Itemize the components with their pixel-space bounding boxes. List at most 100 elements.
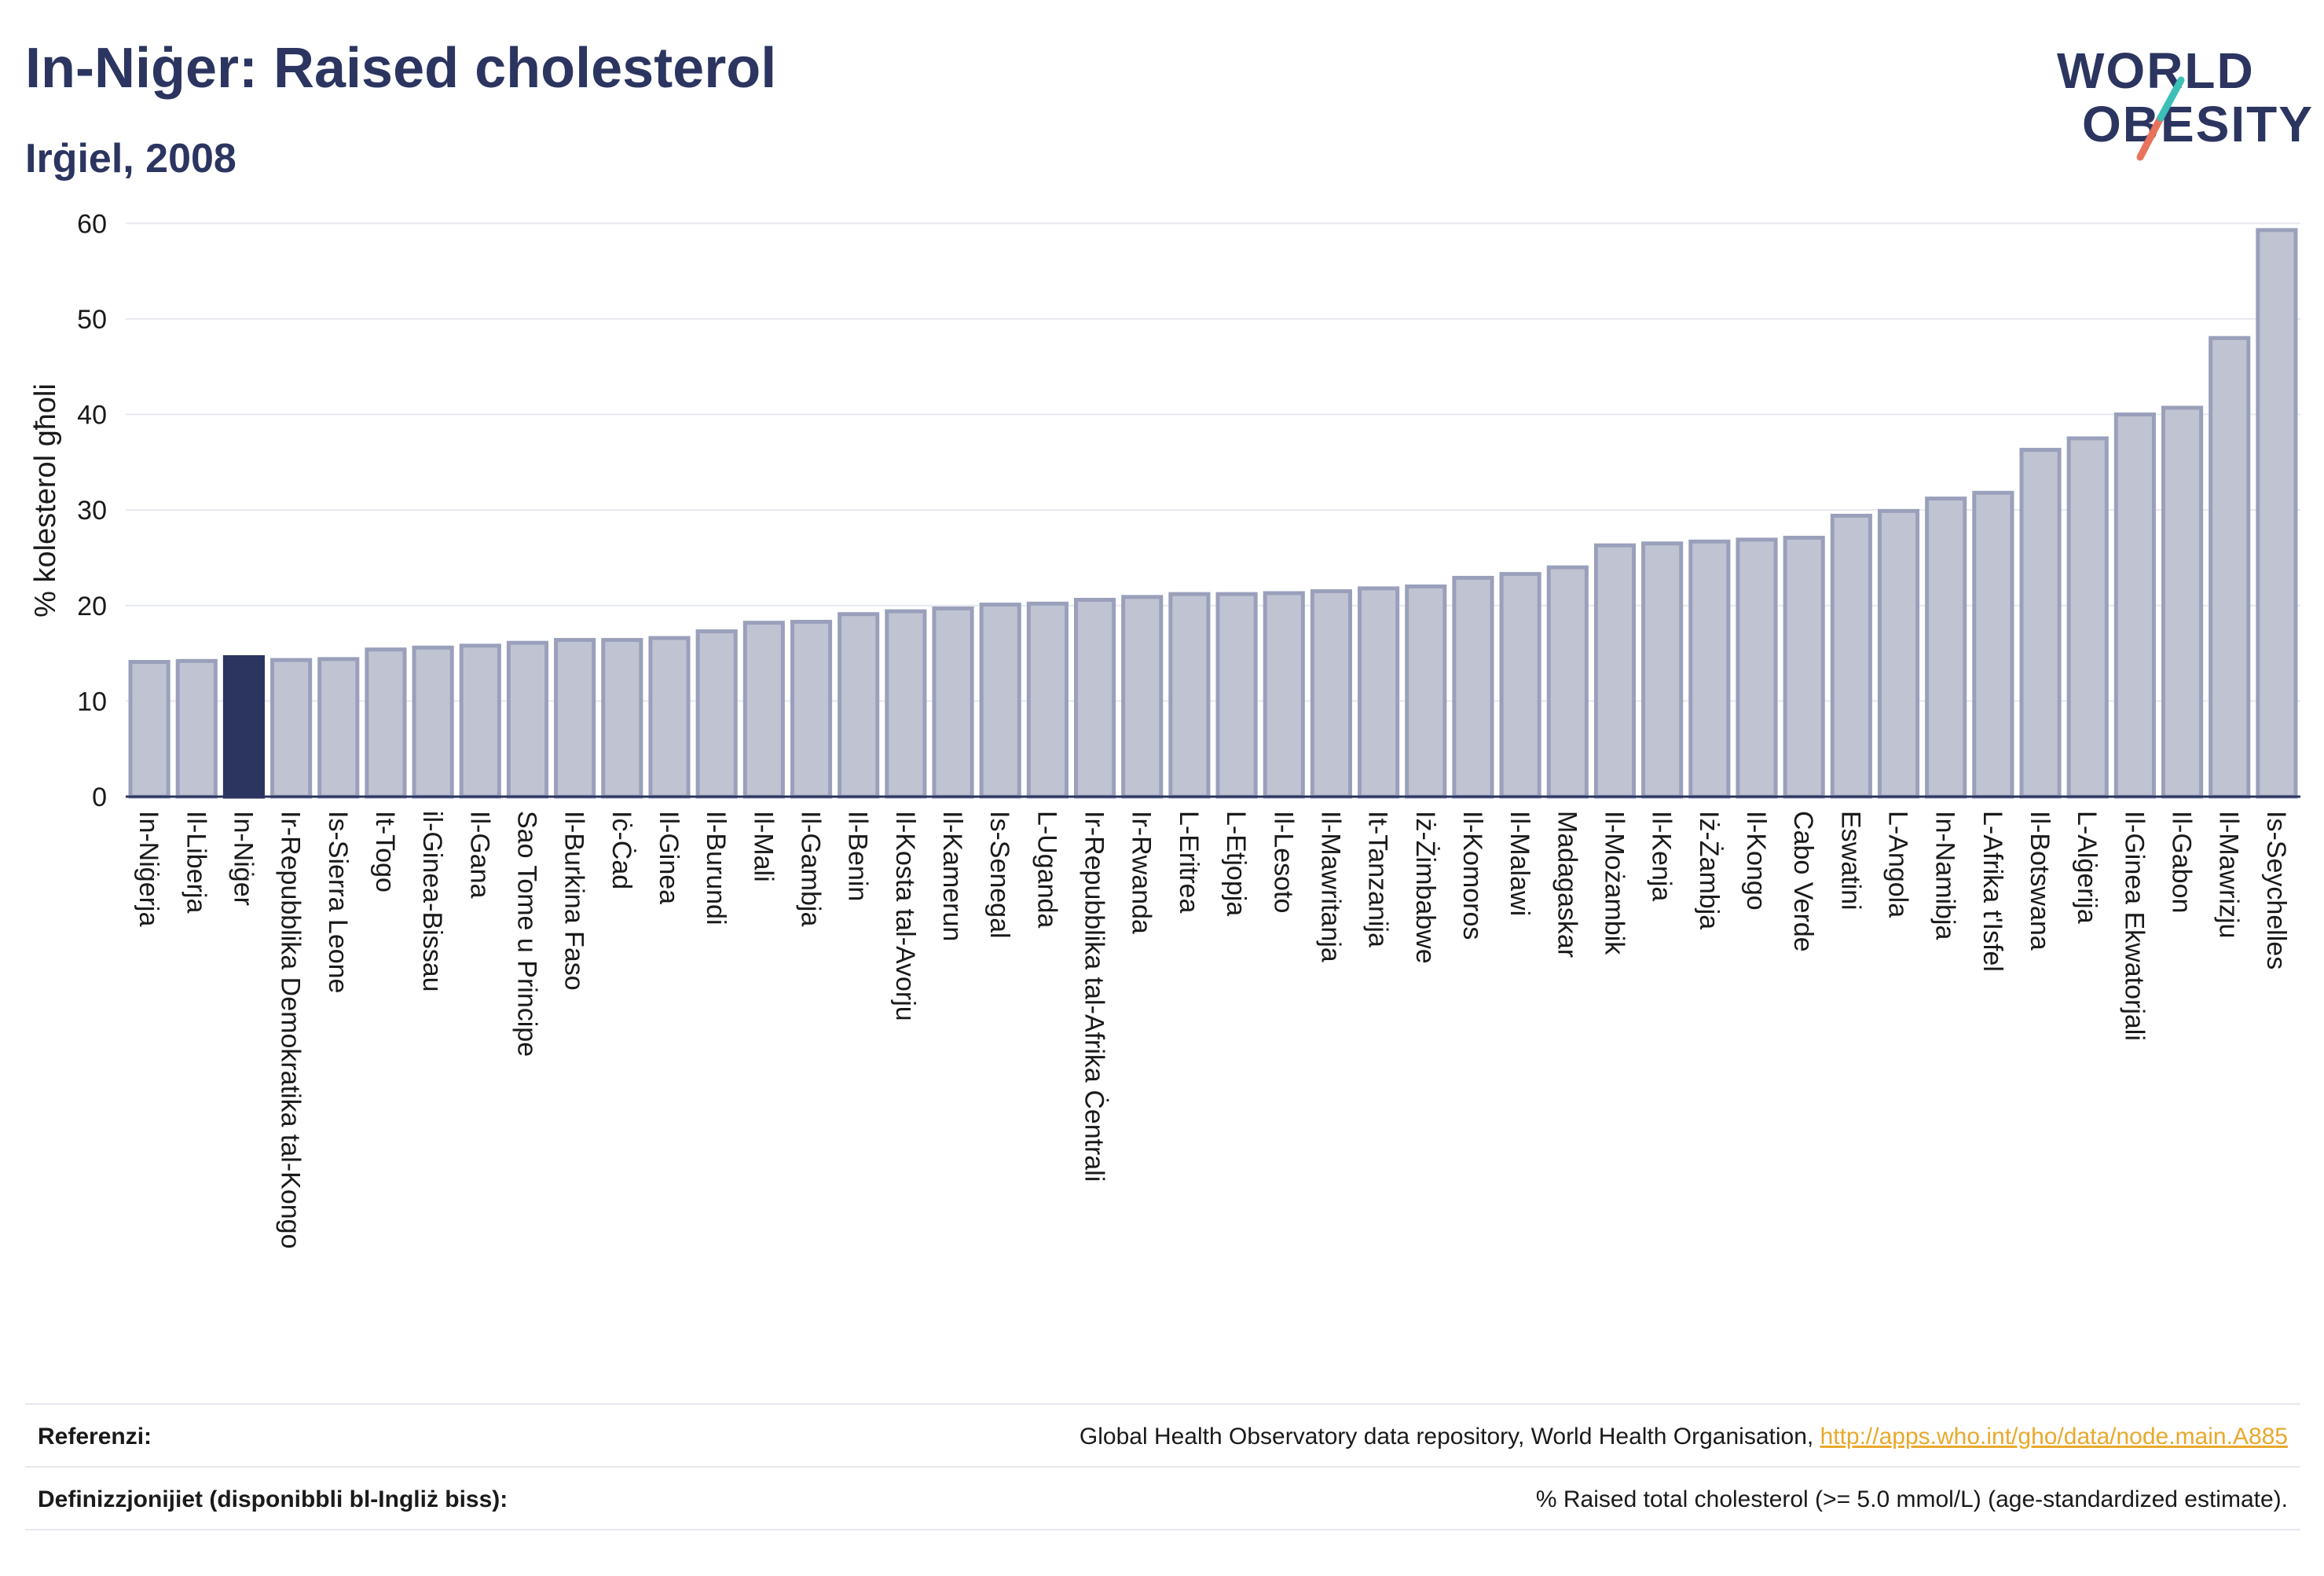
- definitions-label: Definizzjonijiet (disponibbli bl-Ingliż …: [38, 1486, 508, 1512]
- bar: [1641, 541, 1684, 799]
- bar: [2256, 228, 2298, 799]
- x-tick-label: Il-Ginea: [654, 811, 684, 904]
- bar: [648, 636, 691, 799]
- x-tick-label: Il-Burundi: [701, 811, 731, 925]
- bar: [1783, 535, 1825, 799]
- bar: [790, 619, 833, 799]
- x-tick-label: Il-Gambja: [796, 811, 826, 926]
- x-tick-label: Ir-Repubblika tal-Afrika Ċentrali: [1080, 811, 1109, 1182]
- bar: [1925, 497, 1967, 799]
- bar: [742, 621, 785, 799]
- bar: [1499, 572, 1541, 799]
- x-tick-label: Ir-Repubblika Demokratika tal-Kongo: [276, 811, 306, 1248]
- x-tick-label: Il-Mawrizju: [2214, 811, 2244, 938]
- bar: [1877, 508, 1920, 799]
- x-tick-label: Il-Mawritanja: [1315, 811, 1345, 962]
- x-tick-label: Iż-Żambja: [1694, 811, 1724, 929]
- x-tick-label: Il-Kosta tal-Avorju: [890, 811, 920, 1021]
- bar: [128, 660, 170, 799]
- bar: [459, 643, 501, 799]
- x-tick-label: Sao Tome u Principe: [511, 811, 541, 1057]
- bar: [932, 606, 974, 799]
- bar-highlighted: [222, 654, 266, 799]
- x-tick-label: Is-Senegal: [984, 811, 1014, 939]
- x-tick-label: L-Angola: [1883, 811, 1913, 918]
- bar: [506, 640, 549, 799]
- bar: [1358, 586, 1400, 799]
- x-tick-label: Iċ-Ċad: [607, 811, 636, 889]
- chart-title: In-Niġer: Raised cholesterol: [25, 37, 777, 100]
- x-tick-label: Il-Lesoto: [1268, 811, 1298, 913]
- x-tick-label: Il-Kongo: [1741, 811, 1771, 911]
- bar: [365, 647, 407, 799]
- y-tick-label: 40: [77, 401, 107, 431]
- x-tick-label: L-Afrika t'Isfel: [1978, 811, 2007, 972]
- footer-bottom-rule: [25, 1529, 2300, 1530]
- x-tick-label: Il-Liberja: [181, 811, 211, 913]
- bar: [1026, 601, 1069, 799]
- bar: [554, 638, 596, 799]
- x-tick-label: Eswatini: [1835, 811, 1865, 911]
- x-tick-label: Is-Seychelles: [2261, 811, 2291, 969]
- x-tick-label: In-Namibja: [1930, 811, 1960, 940]
- bar: [175, 658, 218, 799]
- bar: [979, 603, 1021, 799]
- x-tick-label: In-Niġerja: [134, 811, 163, 926]
- sources-row: Referenzi: Global Health Observatory dat…: [25, 1403, 2300, 1468]
- x-tick-label: Il-Kenja: [1647, 811, 1677, 901]
- x-tick-label: L-Etjopja: [1221, 811, 1251, 916]
- y-tick-label: 20: [77, 592, 107, 621]
- x-tick-label: Il-Burkina Faso: [559, 811, 589, 991]
- x-tick-label: L-Eritrea: [1174, 811, 1204, 913]
- bar: [1073, 597, 1116, 799]
- x-tick-label: It-Tanzanija: [1363, 811, 1393, 947]
- x-tick-label: il-Ginea-Bissau: [417, 811, 447, 992]
- bar: [601, 638, 643, 799]
- x-tick-label: It-Togo: [370, 811, 400, 892]
- bar: [1736, 537, 1778, 799]
- bar: [695, 629, 738, 799]
- x-tick-label: Il-Botswana: [2025, 811, 2055, 951]
- bar: [1263, 591, 1305, 799]
- logo-line-2: OBESITY: [2082, 96, 2314, 152]
- bar: [1593, 543, 1637, 799]
- bar: [2209, 335, 2251, 799]
- y-tick-label: 30: [77, 496, 107, 526]
- x-tick-label: Ir-Rwanda: [1127, 811, 1157, 934]
- bar: [1972, 490, 2014, 799]
- bar: [2113, 412, 2156, 799]
- x-tick-label: In-Niġer: [228, 811, 258, 906]
- bar: [1215, 592, 1258, 799]
- world-obesity-logo: WORLD OBESITY: [2043, 31, 2312, 173]
- bar: [2161, 405, 2204, 799]
- y-tick-label: 50: [77, 305, 107, 335]
- x-tick-label: L-Uganda: [1032, 811, 1061, 928]
- x-tick-label: Is-Sierra Leone: [323, 811, 353, 993]
- x-tick-label: Il-Gabon: [2167, 811, 2197, 913]
- y-axis-title: % kolesterol għoli: [29, 383, 62, 618]
- x-tick-label: Iż-Żimbabwe: [1410, 811, 1440, 964]
- bar: [2019, 448, 2062, 799]
- sources-link[interactable]: http://apps.who.int/gho/data/node.main.A…: [1820, 1424, 2288, 1450]
- x-tick-label: Il-Mali: [748, 811, 778, 882]
- y-tick-label: 60: [77, 209, 107, 239]
- x-tick-label: L-Alġerija: [2072, 811, 2102, 924]
- bar: [1546, 565, 1589, 799]
- x-tick-label: Il-Kamerun: [937, 811, 967, 941]
- bar: [412, 645, 454, 799]
- bar: [317, 657, 360, 799]
- bar: [1452, 576, 1494, 799]
- x-tick-label: Madagaskar: [1552, 811, 1582, 958]
- y-tick-label: 10: [77, 687, 107, 717]
- bar: [270, 658, 313, 799]
- sources-label: Referenzi:: [38, 1424, 152, 1450]
- bar: [1168, 592, 1211, 799]
- bar: [1830, 513, 1872, 799]
- logo-slash-icon: [2136, 76, 2185, 161]
- definitions-value: % Raised total cholesterol (>= 5.0 mmol/…: [1535, 1486, 2288, 1512]
- bar: [1405, 584, 1447, 799]
- logo-line-1: WORLD: [2057, 42, 2255, 99]
- sources-value: Global Health Observatory data repositor…: [1080, 1424, 2288, 1450]
- bar: [838, 612, 880, 799]
- bar: [1121, 595, 1164, 799]
